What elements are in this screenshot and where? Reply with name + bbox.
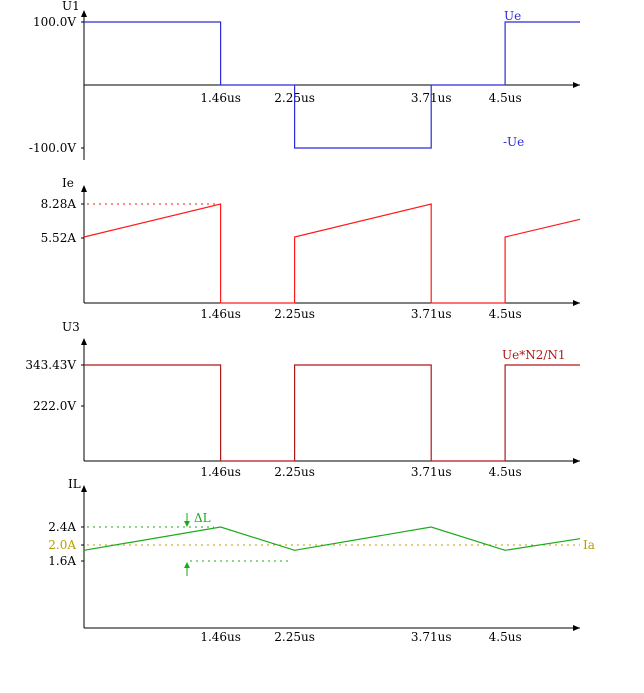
- y-tick-label: 5.52A: [41, 231, 77, 245]
- x-tick-label: 3.71us: [411, 307, 452, 321]
- y-axis-label: Ie: [62, 176, 74, 190]
- y-axis-label: IL: [68, 477, 81, 491]
- y-axis-arrow: [81, 485, 87, 492]
- x-axis-arrow: [573, 625, 580, 631]
- annotation-delta-l: ΔL: [194, 511, 211, 525]
- x-axis-arrow: [573, 82, 580, 88]
- annotation-ue-n2-n1: Ue*N2/N1: [502, 348, 566, 362]
- panel-2: Ie 8.28A 5.52A 1.46us 2.25us 3.71us 4.5us: [41, 176, 581, 321]
- x-tick-label: 4.5us: [489, 630, 522, 644]
- annotation-ue: Ue: [504, 9, 521, 23]
- x-axis-arrow: [573, 458, 580, 464]
- y-tick-label: 8.28A: [41, 197, 77, 211]
- annotation-minus-ue: -Ue: [503, 135, 524, 149]
- series-line-il: [83, 526, 581, 551]
- y-tick-label: 343.43V: [25, 358, 76, 372]
- series-line-ie: [83, 203, 581, 304]
- x-tick-label: 1.46us: [200, 91, 241, 105]
- y-tick-label: 2.0A: [48, 538, 76, 552]
- y-tick-label: 2.4A: [48, 520, 76, 534]
- x-tick-label: 3.71us: [411, 465, 452, 479]
- y-tick-label: 1.6A: [48, 554, 76, 568]
- panel-4: IL 2.4A 2.0A 1.6A 1.46us 2.25us 3.71us 4.5us: [48, 477, 581, 644]
- x-tick-label: 2.25us: [274, 307, 315, 321]
- delta-arrow-bottom-head: [184, 562, 190, 568]
- panel-3: U3 343.43V 222.0V 1.46us 2.25us 3.71us 4.5us: [25, 320, 580, 479]
- x-tick-label: 1.46us: [200, 630, 241, 644]
- x-axis-arrow: [573, 300, 580, 306]
- y-axis-arrow: [81, 185, 87, 192]
- x-tick-label: 1.46us: [200, 307, 241, 321]
- y-tick-label: 100.0V: [33, 15, 76, 29]
- x-tick-label: 4.5us: [489, 307, 522, 321]
- x-tick-label: 3.71us: [411, 630, 452, 644]
- y-tick-label: 222.0V: [33, 399, 76, 413]
- y-axis-arrow: [81, 338, 87, 345]
- x-tick-label: 1.46us: [200, 465, 241, 479]
- x-tick-label: 2.25us: [274, 465, 315, 479]
- y-axis-arrow: [81, 10, 87, 17]
- series-line-u1: [84, 21, 580, 149]
- x-tick-label: 2.25us: [274, 630, 315, 644]
- y-axis-label: U3: [62, 320, 80, 334]
- x-tick-label: 4.5us: [489, 465, 522, 479]
- x-tick-label: 4.5us: [489, 91, 522, 105]
- y-axis-label: U1: [62, 0, 80, 13]
- y-tick-label: -100.0V: [29, 141, 76, 155]
- annotation-ia: Ia: [583, 538, 595, 552]
- delta-arrow-top-head: [184, 521, 190, 527]
- series-line-u3: [84, 364, 580, 462]
- chart-annotations: Ue -Ue Ue*N2/N1 ΔL Ia: [184, 9, 595, 576]
